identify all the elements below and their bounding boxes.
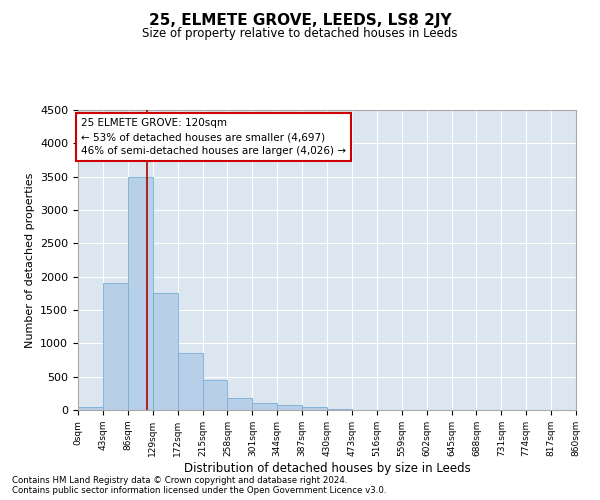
Bar [103, 284, 128, 410]
Bar [277, 405, 302, 410]
Bar [302, 406, 327, 410]
Bar [152, 294, 178, 410]
Bar [78, 406, 103, 410]
Y-axis label: Number of detached properties: Number of detached properties [25, 172, 35, 348]
Bar [203, 380, 227, 410]
Bar [128, 176, 152, 410]
Bar [178, 354, 203, 410]
Text: 25, ELMETE GROVE, LEEDS, LS8 2JY: 25, ELMETE GROVE, LEEDS, LS8 2JY [149, 12, 451, 28]
Bar [227, 398, 253, 410]
Text: 25 ELMETE GROVE: 120sqm
← 53% of detached houses are smaller (4,697)
46% of semi: 25 ELMETE GROVE: 120sqm ← 53% of detache… [81, 118, 346, 156]
Text: Size of property relative to detached houses in Leeds: Size of property relative to detached ho… [142, 28, 458, 40]
X-axis label: Distribution of detached houses by size in Leeds: Distribution of detached houses by size … [184, 462, 470, 474]
Bar [252, 404, 277, 410]
Text: Contains public sector information licensed under the Open Government Licence v3: Contains public sector information licen… [12, 486, 386, 495]
Text: Contains HM Land Registry data © Crown copyright and database right 2024.: Contains HM Land Registry data © Crown c… [12, 476, 347, 485]
